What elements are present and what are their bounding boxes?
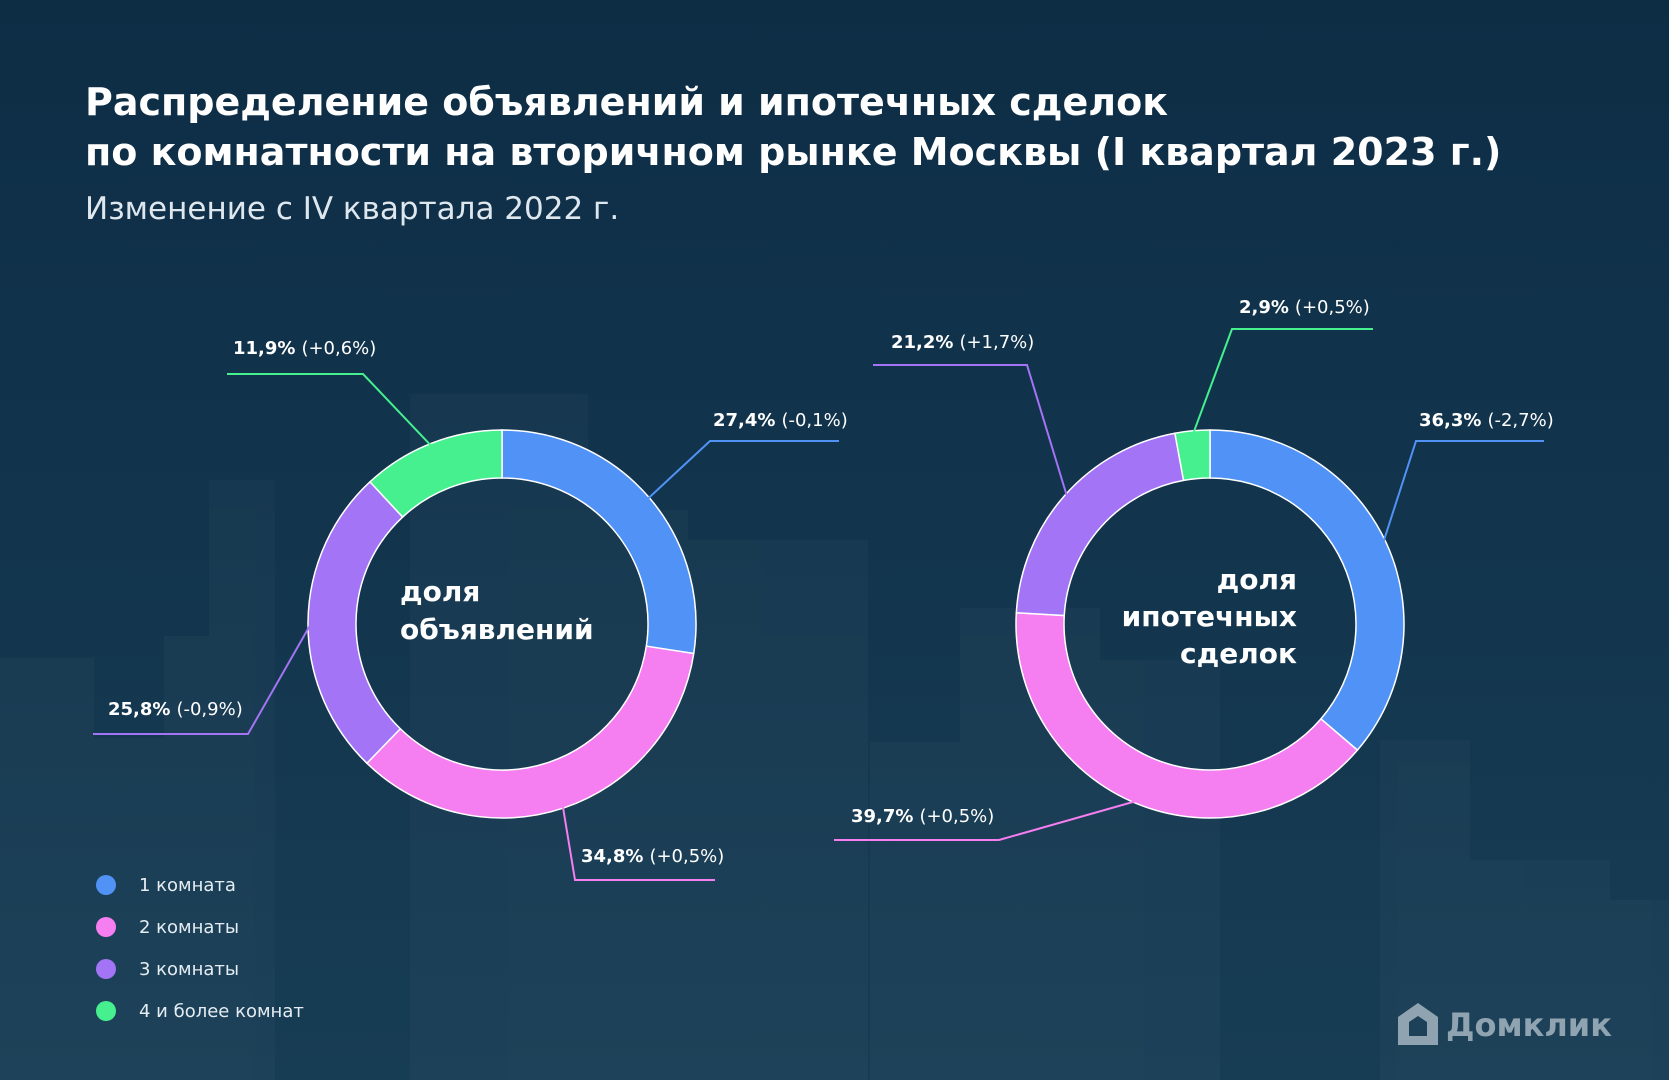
legend-swatch (96, 917, 116, 937)
logo-text: Домклик (1446, 1006, 1612, 1044)
value-label: 39,7% (851, 806, 913, 827)
slice-label: 27,4% (-0,1%) (713, 410, 848, 431)
title-line: по комнатности на вторичном рынке Москвы… (85, 130, 1501, 174)
center-label: объявлений (400, 613, 594, 646)
change-label: (+0,6%) (301, 338, 376, 359)
slice-label: 2,9% (+0,5%) (1239, 297, 1370, 318)
slice-label: 25,8% (-0,9%) (108, 699, 243, 720)
change-label: (-0,9%) (176, 699, 242, 720)
leader-line (561, 803, 715, 881)
center-label: сделок (1180, 637, 1297, 670)
slice-label: 39,7% (+0,5%) (851, 806, 994, 827)
leader-line (227, 373, 434, 448)
legend-swatch (96, 1001, 116, 1021)
slice-label: 21,2% (+1,7%) (891, 332, 1034, 353)
donut-slice (368, 429, 503, 519)
leader-line (834, 799, 1140, 841)
donut-slice (1174, 429, 1211, 482)
legend-label: 4 и более комнат (139, 1001, 304, 1022)
logo: Домклик (1398, 1003, 1612, 1045)
change-label: (-2,7%) (1487, 410, 1553, 431)
slice-label: 34,8% (+0,5%) (581, 846, 724, 867)
center-label: доля (400, 575, 480, 608)
legend-label: 3 комнаты (139, 959, 239, 980)
logo-icon (1398, 1003, 1438, 1045)
center-label: доля (1217, 563, 1297, 596)
legend-label: 1 комната (139, 875, 236, 896)
leader-line (93, 621, 313, 735)
leader-line (1381, 440, 1544, 545)
value-label: 25,8% (108, 699, 170, 720)
legend-label: 2 комнаты (139, 917, 239, 938)
center-label: ипотечных (1122, 600, 1297, 633)
slice-label: 11,9% (+0,6%) (233, 338, 376, 359)
value-label: 11,9% (233, 338, 295, 359)
legend-swatch (96, 875, 116, 895)
value-label: 34,8% (581, 846, 643, 867)
value-label: 27,4% (713, 410, 775, 431)
donut-slice (1209, 429, 1405, 752)
value-label: 2,9% (1239, 297, 1289, 318)
change-label: (+0,5%) (649, 846, 724, 867)
legend-swatch (96, 959, 116, 979)
subtitle: Изменение с IV квартала 2022 г. (85, 191, 619, 227)
leader-line (645, 440, 839, 502)
change-label: (+0,5%) (1295, 297, 1370, 318)
value-label: 36,3% (1419, 410, 1481, 431)
slice-label: 36,3% (-2,7%) (1419, 410, 1554, 431)
leader-line (1191, 328, 1373, 436)
change-label: (+0,5%) (919, 806, 994, 827)
donut-slice (1015, 611, 1359, 819)
change-label: (-0,1%) (781, 410, 847, 431)
value-label: 21,2% (891, 332, 953, 353)
leader-line (873, 364, 1069, 499)
title-line: Распределение объявлений и ипотечных сде… (85, 80, 1168, 124)
donut-slice (365, 645, 695, 819)
change-label: (+1,7%) (959, 332, 1034, 353)
